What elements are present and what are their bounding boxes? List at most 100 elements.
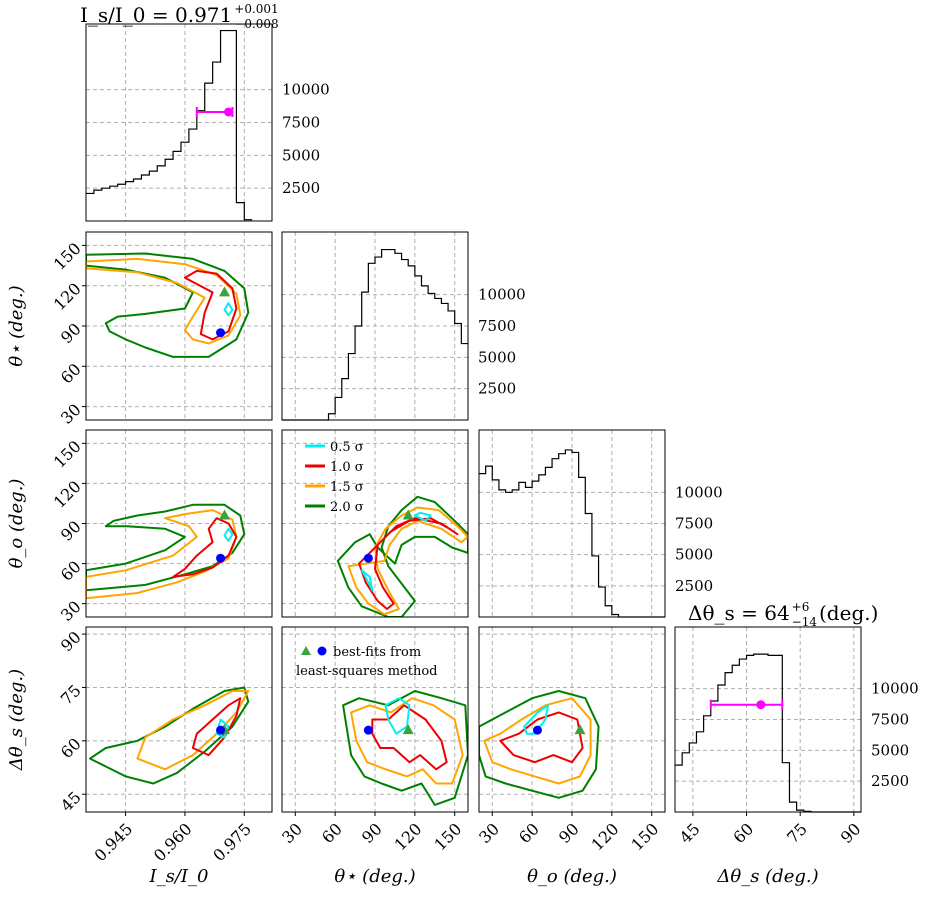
hist-frame-ratio	[85, 23, 273, 222]
x-tick-label: 90	[555, 819, 583, 847]
median-marker	[223, 107, 233, 117]
x-tick-label: 60	[729, 819, 757, 847]
legend-triangle-marker	[301, 646, 311, 655]
title-dtheta-main: Δθ_s = 64	[688, 601, 790, 625]
contour-1-0-sigma	[172, 517, 238, 578]
legend-bestfit-line2: least-squares method	[296, 664, 437, 679]
count-tick-label: 5000	[478, 348, 516, 366]
histogram-theta_o	[479, 449, 665, 618]
contour-1-5-sigma	[136, 690, 250, 771]
histogram-theta_star	[282, 248, 468, 421]
contour-1-0-sigma	[191, 697, 242, 757]
x-tick-label: 75	[783, 819, 811, 847]
best-fit-triangle-marker	[219, 286, 231, 297]
contour-2-0-sigma	[479, 690, 600, 799]
contour-1-0-sigma	[371, 704, 448, 771]
legend-label: 2.0 σ	[330, 500, 364, 515]
best-fit-circle-marker	[216, 553, 226, 563]
best-fit-circle-marker	[363, 725, 373, 735]
title-dtheta: Δθ_s = 64 +6−14 (deg.)	[688, 600, 878, 629]
contour-1-5-sigma	[86, 509, 238, 600]
legend-bestfit-line1: best-fits from	[333, 645, 421, 660]
contour-1-5-sigma	[86, 257, 242, 345]
hist-frame-dtheta	[674, 626, 862, 813]
y-axis-label-dtheta: Δθ_s (deg.)	[6, 669, 27, 771]
x-tick-label: 30	[475, 819, 503, 847]
median-marker	[756, 700, 766, 710]
contour-1-5-sigma	[347, 506, 468, 616]
x-tick-label: 60	[318, 819, 346, 847]
x-tick-label: 45	[676, 819, 704, 847]
count-tick-label: 2500	[871, 772, 909, 790]
title-ratio: I_s/I_0 = 0.971 +0.001−0.008	[80, 2, 279, 31]
y-tick-label: 60	[57, 557, 85, 585]
contour-0-5-sigma	[215, 718, 230, 739]
y-tick-label: 120	[50, 477, 85, 512]
y-tick-label: 75	[57, 681, 85, 709]
x-tick-label: 120	[391, 819, 426, 854]
best-fit-legend: best-fits from least-squares method	[296, 645, 437, 679]
panel-frame-theta_star-theta_o	[281, 429, 469, 618]
y-tick-label: 90	[57, 319, 85, 347]
contour-1-0-sigma	[358, 517, 459, 610]
count-tick-label: 10000	[675, 483, 723, 501]
count-tick-label: 2500	[675, 577, 713, 595]
legend-circle-marker	[317, 646, 327, 656]
best-fit-triangle-marker	[574, 724, 586, 735]
contour-1-0-sigma	[499, 711, 584, 764]
x-tick-label: 0.975	[209, 819, 255, 865]
x-axis-label-theta-star: θ⋆ (deg.)	[334, 866, 415, 887]
title-ratio-sub: −0.008	[234, 17, 278, 31]
count-tick-label: 10000	[478, 286, 526, 304]
title-ratio-sup: +0.001	[234, 2, 278, 16]
histogram-ratio	[86, 29, 253, 221]
count-tick-label: 5000	[675, 546, 713, 564]
y-axis-label-theta-star: θ⋆ (deg.)	[6, 285, 27, 366]
y-tick-label: 60	[57, 360, 85, 388]
contour-group	[479, 690, 600, 799]
x-axis-label-ratio: I_s/I_0	[149, 866, 209, 887]
best-fit-circle-marker	[363, 553, 373, 563]
contour-0-5-sigma	[223, 302, 234, 317]
count-tick-label: 5000	[871, 741, 909, 759]
x-tick-label: 90	[358, 819, 386, 847]
hist-frame-theta_star	[281, 231, 469, 421]
contour-0-5-sigma	[360, 569, 374, 592]
contour-group	[86, 252, 250, 358]
best-fit-circle-marker	[216, 725, 226, 735]
x-tick-label: 120	[588, 819, 623, 854]
best-fit-circle-marker	[216, 328, 226, 338]
y-tick-label: 90	[57, 517, 85, 545]
count-tick-label: 5000	[282, 146, 320, 164]
legend-label: 1.5 σ	[330, 480, 364, 495]
contour-0-5-sigma	[413, 511, 432, 522]
legend-label: 0.5 σ	[330, 440, 364, 455]
title-ratio-main: I_s/I_0 = 0.971	[80, 3, 232, 27]
x-tick-label: 150	[430, 819, 465, 854]
contour-2-0-sigma	[86, 252, 250, 358]
count-tick-label: 10000	[282, 81, 330, 99]
y-tick-label: 150	[50, 437, 85, 472]
contour-2-0-sigma	[342, 690, 468, 806]
best-fit-circle-marker	[532, 725, 542, 735]
contour-0-5-sigma	[223, 527, 234, 542]
count-tick-label: 7500	[478, 317, 516, 335]
count-tick-label: 7500	[282, 114, 320, 132]
count-tick-label: 2500	[282, 179, 320, 197]
x-tick-label: 0.960	[150, 819, 196, 865]
hist-frame-theta_o	[478, 429, 666, 618]
y-tick-label: 30	[57, 597, 85, 625]
y-tick-label: 150	[50, 239, 85, 274]
sigma-legend: 0.5 σ 1.0 σ 1.5 σ 2.0 σ	[305, 440, 364, 515]
x-tick-label: 0.945	[90, 819, 136, 865]
contour-1-0-sigma	[183, 269, 238, 341]
contour-group	[89, 686, 250, 785]
best-fit-triangle-marker	[219, 509, 231, 520]
y-tick-label: 60	[57, 734, 85, 762]
y-axis-label-theta-o: θ_o (deg.)	[6, 479, 27, 569]
best-fit-triangle-marker	[402, 509, 414, 520]
y-tick-label: 45	[57, 788, 85, 816]
title-dtheta-unit: (deg.)	[819, 601, 878, 625]
y-tick-label: 30	[57, 400, 85, 428]
